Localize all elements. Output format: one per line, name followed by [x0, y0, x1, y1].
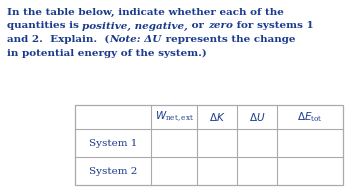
Text: for systems 1: for systems 1	[233, 21, 314, 31]
Text: Note: ΔU: Note: ΔU	[109, 35, 161, 44]
Text: In the table below, indicate whether each of the: In the table below, indicate whether eac…	[7, 8, 284, 17]
Text: and 2.  Explain.  (: and 2. Explain. (	[7, 35, 109, 44]
Text: or: or	[188, 21, 208, 31]
Text: zero: zero	[208, 21, 233, 31]
Text: $\Delta U$: $\Delta U$	[249, 111, 266, 123]
Text: positive, negative,: positive, negative,	[83, 21, 188, 31]
Text: quantities is: quantities is	[7, 21, 83, 31]
Text: in potential energy of the system.): in potential energy of the system.)	[7, 48, 207, 58]
Text: represents the change: represents the change	[161, 35, 295, 44]
Text: $\Delta E_{\mathregular{tot}}$: $\Delta E_{\mathregular{tot}}$	[297, 110, 323, 124]
Text: $W_{\mathregular{net,ext}}$: $W_{\mathregular{net,ext}}$	[155, 110, 194, 124]
Text: System 2: System 2	[89, 166, 138, 176]
Text: $\Delta K$: $\Delta K$	[209, 111, 225, 123]
Text: System 1: System 1	[89, 139, 138, 147]
Bar	[75, 105, 343, 185]
